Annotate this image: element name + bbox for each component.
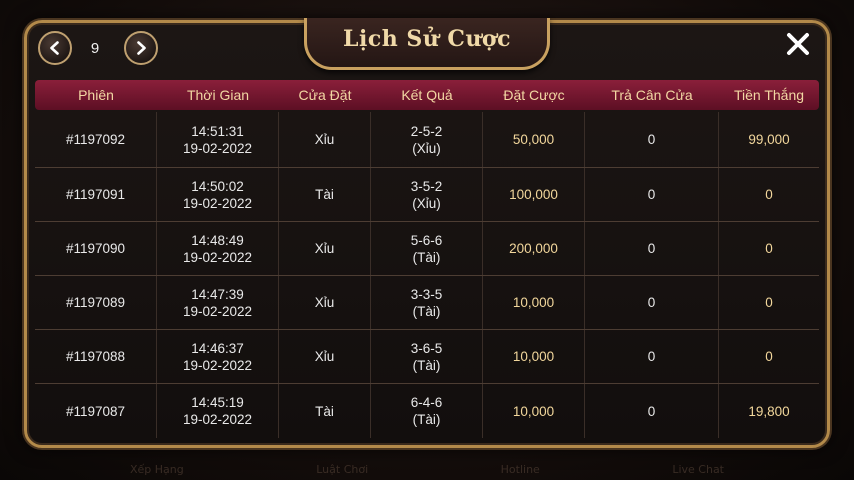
result-value: (Tài) bbox=[412, 249, 441, 265]
chevron-right-icon bbox=[137, 41, 146, 55]
bg-menu-rules: Luật Chơi bbox=[316, 463, 369, 476]
table-row: #1197089 14:47:39 19-02-2022 Xỉu 3-3-5 (Tà… bbox=[35, 276, 819, 330]
result-value: (Xỉu) bbox=[412, 195, 441, 211]
table-header: Phiên Thời Gian Cửa Đặt Kết Quả Đặt Cược… bbox=[35, 80, 819, 110]
col-header-result: Kết Quả bbox=[401, 87, 453, 103]
cell-time: 14:50:02 19-02-2022 bbox=[157, 168, 279, 221]
cell-session: #1197091 bbox=[35, 168, 157, 221]
cell-time: 14:45:19 19-02-2022 bbox=[157, 384, 279, 438]
table-row: #1197090 14:48:49 19-02-2022 Xỉu 5-6-6 (Tà… bbox=[35, 222, 819, 276]
cell-session: #1197089 bbox=[35, 276, 157, 329]
cell-side: Xỉu bbox=[279, 222, 371, 275]
close-button[interactable] bbox=[776, 24, 820, 64]
cell-result: 5-6-6 (Tài) bbox=[371, 222, 483, 275]
cell-bet: 50,000 bbox=[483, 112, 585, 167]
date-value: 19-02-2022 bbox=[182, 140, 253, 156]
bg-menu-hotline: Hotline bbox=[500, 463, 540, 476]
cell-session: #1197090 bbox=[35, 222, 157, 275]
time-value: 14:47:39 bbox=[191, 286, 244, 302]
dice-value: 5-6-6 bbox=[410, 232, 443, 248]
cell-session: #1197092 bbox=[35, 112, 157, 167]
cell-side: Xỉu bbox=[279, 112, 371, 167]
dice-value: 3-5-2 bbox=[410, 178, 443, 194]
result-value: (Xỉu) bbox=[412, 140, 441, 156]
table-row: #1197091 14:50:02 19-02-2022 Tài 3-5-2 (Xỉ… bbox=[35, 168, 819, 222]
cell-bet: 100,000 bbox=[483, 168, 585, 221]
date-value: 19-02-2022 bbox=[182, 303, 253, 319]
cell-result: 6-4-6 (Tài) bbox=[371, 384, 483, 438]
col-header-win: Tiền Thắng bbox=[733, 87, 805, 103]
time-value: 14:46:37 bbox=[191, 340, 244, 356]
cell-win: 99,000 bbox=[748, 132, 790, 147]
cell-result: 3-6-5 (Tài) bbox=[371, 330, 483, 383]
cell-time: 14:48:49 19-02-2022 bbox=[157, 222, 279, 275]
cell-result: 2-5-2 (Xỉu) bbox=[371, 112, 483, 167]
col-header-time: Thời Gian bbox=[186, 87, 250, 103]
cell-time: 14:47:39 19-02-2022 bbox=[157, 276, 279, 329]
col-header-session: Phiên bbox=[78, 87, 114, 103]
title-plate bbox=[304, 18, 550, 70]
cell-win: 19,800 bbox=[748, 403, 790, 419]
dice-value: 3-6-5 bbox=[410, 340, 443, 356]
cell-win: 0 bbox=[765, 241, 773, 256]
page-number: 9 bbox=[90, 40, 100, 57]
table-row: #1197092 14:51:31 19-02-2022 Xỉu 2-5-2 (Xỉ… bbox=[35, 112, 819, 168]
background-menu: Xếp Hạng Luật Chơi Hotline Live Chat bbox=[0, 440, 854, 480]
dice-value: 3-3-5 bbox=[410, 286, 443, 302]
date-value: 19-02-2022 bbox=[182, 357, 253, 373]
cell-win: 0 bbox=[765, 349, 773, 364]
table-row: #1197087 14:45:19 19-02-2022 Tài 6-4-6 (Tà… bbox=[35, 384, 819, 438]
time-value: 14:48:49 bbox=[191, 232, 244, 248]
col-header-side: Cửa Đặt bbox=[298, 87, 352, 103]
cell-side: Tài bbox=[279, 168, 371, 221]
cell-refund: 0 bbox=[585, 112, 719, 167]
cell-refund: 0 bbox=[585, 222, 719, 275]
bg-menu-livechat: Live Chat bbox=[672, 463, 724, 476]
cell-win: 0 bbox=[765, 187, 773, 202]
cell-session: #1197088 bbox=[35, 330, 157, 383]
cell-time: 14:46:37 19-02-2022 bbox=[157, 330, 279, 383]
dice-value: 2-5-2 bbox=[410, 123, 443, 139]
cell-result: 3-5-2 (Xỉu) bbox=[371, 168, 483, 221]
cell-bet: 200,000 bbox=[483, 222, 585, 275]
date-value: 19-02-2022 bbox=[182, 412, 253, 427]
cell-refund: 0 bbox=[585, 330, 719, 383]
table-row: #1197088 14:46:37 19-02-2022 Xỉu 3-6-5 (Tà… bbox=[35, 330, 819, 384]
page-title: Lịch Sử Cược bbox=[343, 26, 511, 52]
time-value: 14:45:19 bbox=[191, 395, 244, 410]
cell-time: 14:51:31 19-02-2022 bbox=[157, 112, 279, 167]
time-value: 14:50:02 bbox=[191, 178, 244, 194]
bet-history-table: #1197092 14:51:31 19-02-2022 Xỉu 2-5-2 (Xỉ… bbox=[35, 112, 819, 442]
bg-menu-rank: Xếp Hạng bbox=[130, 463, 184, 476]
date-value: 19-02-2022 bbox=[182, 195, 253, 211]
date-value: 19-02-2022 bbox=[182, 249, 253, 265]
cell-side: Xỉu bbox=[279, 330, 371, 383]
time-value: 14:51:31 bbox=[191, 123, 244, 139]
prev-page-button[interactable] bbox=[38, 31, 72, 65]
cell-bet: 10,000 bbox=[483, 384, 585, 438]
result-value: (Tài) bbox=[412, 357, 441, 373]
dice-value: 6-4-6 bbox=[410, 395, 443, 410]
next-page-button[interactable] bbox=[124, 31, 158, 65]
result-value: (Tài) bbox=[412, 303, 441, 319]
close-icon bbox=[787, 33, 809, 55]
cell-side: Xỉu bbox=[279, 276, 371, 329]
cell-refund: 0 bbox=[585, 168, 719, 221]
cell-side: Tài bbox=[279, 384, 371, 438]
cell-result: 3-3-5 (Tài) bbox=[371, 276, 483, 329]
col-header-bet: Đặt Cược bbox=[503, 87, 565, 103]
cell-bet: 10,000 bbox=[483, 276, 585, 329]
cell-bet: 10,000 bbox=[483, 330, 585, 383]
cell-session: #1197087 bbox=[35, 384, 157, 438]
result-value: (Tài) bbox=[412, 412, 441, 427]
cell-refund: 0 bbox=[585, 276, 719, 329]
cell-win: 0 bbox=[765, 295, 773, 310]
cell-refund: 0 bbox=[585, 384, 719, 438]
chevron-left-icon bbox=[50, 41, 59, 55]
col-header-refund: Trả Cân Cửa bbox=[611, 87, 693, 103]
